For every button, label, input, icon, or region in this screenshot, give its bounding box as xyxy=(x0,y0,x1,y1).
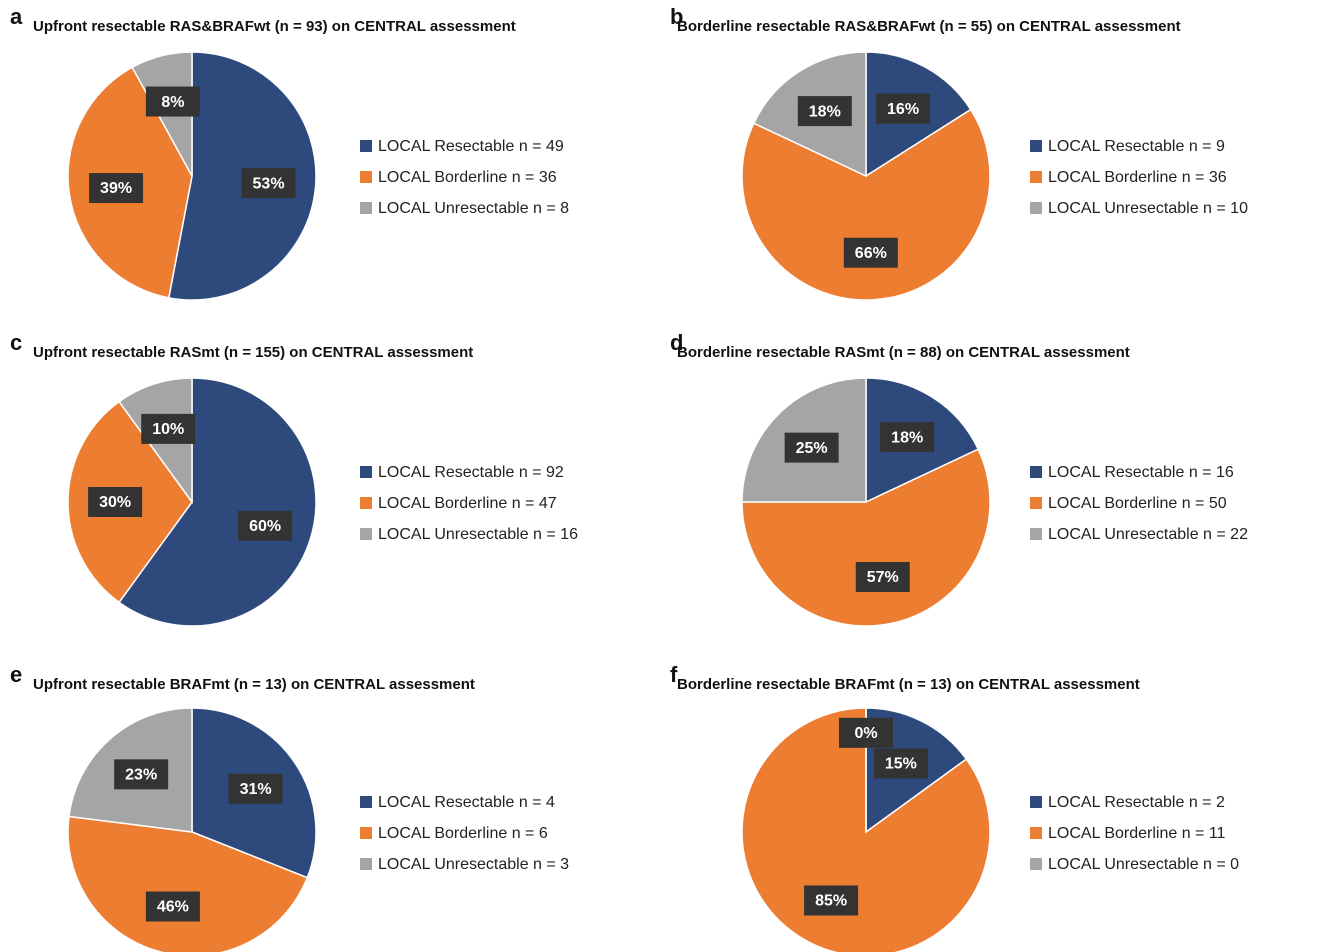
legend-label: LOCAL Resectable n = 16 xyxy=(1048,464,1234,481)
value-label: 46% xyxy=(157,899,189,916)
legend-label: LOCAL Unresectable n = 22 xyxy=(1048,526,1248,543)
legend-label: LOCAL Unresectable n = 3 xyxy=(378,856,569,873)
legend-label: LOCAL Borderline n = 6 xyxy=(378,825,548,842)
legend-swatch xyxy=(360,140,372,152)
value-label-box xyxy=(89,173,144,204)
legend-label: LOCAL Borderline n = 36 xyxy=(1048,169,1227,186)
value-label: 39% xyxy=(100,180,132,197)
panel-letter: f xyxy=(670,662,678,687)
legend-swatch xyxy=(360,171,372,183)
legend-label: LOCAL Unresectable n = 8 xyxy=(378,200,569,217)
legend-swatch xyxy=(1030,858,1042,870)
legend-label: LOCAL Resectable n = 92 xyxy=(378,464,564,481)
value-label: 85% xyxy=(815,893,847,910)
value-label: 30% xyxy=(99,494,131,511)
value-label-box xyxy=(141,413,196,444)
legend-swatch xyxy=(360,796,372,808)
value-label-box xyxy=(797,96,852,127)
value-label: 18% xyxy=(891,429,923,446)
legend-swatch xyxy=(1030,466,1042,478)
value-label: 16% xyxy=(887,101,919,118)
pie-slice xyxy=(741,108,991,301)
value-label-box xyxy=(238,510,293,541)
legend-swatch xyxy=(1030,202,1042,214)
value-label: 18% xyxy=(809,103,841,120)
value-label: 15% xyxy=(885,756,917,773)
pie-slice xyxy=(741,448,991,627)
value-label-box xyxy=(880,422,935,453)
panel-title: Upfront resectable BRAFmt (n = 13) on CE… xyxy=(33,676,475,693)
panel-letter: e xyxy=(10,662,22,687)
panel-letter: b xyxy=(670,4,683,29)
legend-label: LOCAL Resectable n = 9 xyxy=(1048,138,1225,155)
panel-letter: c xyxy=(10,330,22,355)
value-label-box xyxy=(876,93,931,124)
panel-title: Upfront resectable RAS&BRAFwt (n = 93) o… xyxy=(33,18,516,35)
panel-letter: d xyxy=(670,330,683,355)
legend-label: LOCAL Borderline n = 11 xyxy=(1048,825,1226,842)
pie-slice xyxy=(67,815,309,952)
value-label-box xyxy=(145,891,200,922)
value-label: 53% xyxy=(253,175,285,192)
legend-label: LOCAL Resectable n = 2 xyxy=(1048,794,1225,811)
value-label-box xyxy=(804,885,859,916)
value-label: 10% xyxy=(152,421,184,438)
value-label-box xyxy=(873,748,928,779)
legend-swatch xyxy=(360,202,372,214)
legend-swatch xyxy=(360,466,372,478)
value-label-box xyxy=(241,168,296,199)
value-label: 57% xyxy=(867,569,899,586)
value-label-box xyxy=(145,86,200,117)
legend-swatch xyxy=(1030,827,1042,839)
legend-swatch xyxy=(1030,171,1042,183)
legend-swatch xyxy=(1030,796,1042,808)
value-label-box xyxy=(855,562,910,593)
legend-label: LOCAL Borderline n = 47 xyxy=(378,495,557,512)
legend-label: LOCAL Unresectable n = 10 xyxy=(1048,200,1248,217)
legend-swatch xyxy=(1030,497,1042,509)
value-label: 23% xyxy=(125,767,157,784)
value-label: 60% xyxy=(249,518,281,535)
panel-title: Borderline resectable BRAFmt (n = 13) on… xyxy=(677,676,1140,693)
value-label-box xyxy=(784,432,839,463)
legend-swatch xyxy=(1030,140,1042,152)
value-label-box xyxy=(114,759,169,790)
legend-label: LOCAL Unresectable n = 0 xyxy=(1048,856,1239,873)
value-label-box xyxy=(839,717,893,748)
panel-title: Upfront resectable RASmt (n = 155) on CE… xyxy=(33,344,473,361)
legend-label: LOCAL Resectable n = 49 xyxy=(378,138,564,155)
value-label-box xyxy=(228,773,283,804)
value-label: 31% xyxy=(240,781,272,798)
value-label: 0% xyxy=(854,725,877,742)
pie-slice xyxy=(118,377,317,627)
legend-label: LOCAL Resectable n = 4 xyxy=(378,794,555,811)
value-label: 66% xyxy=(855,245,887,262)
legend-label: LOCAL Borderline n = 36 xyxy=(378,169,557,186)
value-label: 25% xyxy=(796,440,828,457)
value-label: 8% xyxy=(161,94,184,111)
legend-swatch xyxy=(360,858,372,870)
panel-letter: a xyxy=(10,4,23,29)
legend-swatch xyxy=(1030,528,1042,540)
value-label-box xyxy=(88,487,143,517)
legend-swatch xyxy=(360,497,372,509)
panel-title: Borderline resectable RAS&BRAFwt (n = 55… xyxy=(677,18,1181,35)
legend-label: LOCAL Unresectable n = 16 xyxy=(378,526,578,543)
legend-swatch xyxy=(360,528,372,540)
legend-swatch xyxy=(360,827,372,839)
legend-label: LOCAL Borderline n = 50 xyxy=(1048,495,1227,512)
panel-title: Borderline resectable RASmt (n = 88) on … xyxy=(677,344,1130,361)
value-label-box xyxy=(843,237,898,268)
